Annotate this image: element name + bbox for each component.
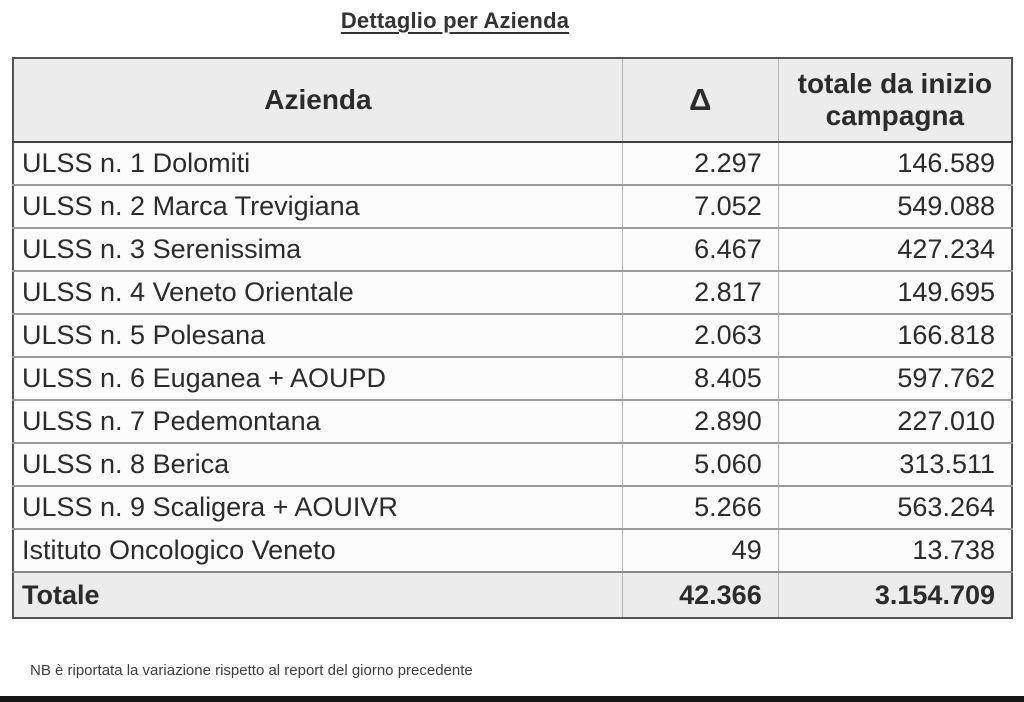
cell-delta: 8.405 [621,356,779,401]
cell-totale: 313.511 [777,442,1013,487]
cell-azienda: ULSS n. 9 Scaligera + AOUIVR [12,485,623,530]
cell-azienda: ULSS n. 2 Marca Trevigiana [12,184,623,229]
footnote: NB è riportata la variazione rispetto al… [30,662,473,679]
table-row: ULSS n. 6 Euganea + AOUPD 8.405 597.762 [12,356,1013,401]
table-total-row: Totale 42.366 3.154.709 [12,571,1013,619]
table-row: ULSS n. 2 Marca Trevigiana 7.052 549.088 [12,184,1013,229]
cell-delta: 2.297 [621,141,779,186]
table-row: ULSS n. 8 Berica 5.060 313.511 [12,442,1013,487]
total-row-totale: 3.154.709 [777,571,1013,619]
column-header-totale: totale da inizio campagna [777,57,1013,143]
cell-totale: 146.589 [777,141,1013,186]
table-row: ULSS n. 4 Veneto Orientale 2.817 149.695 [12,270,1013,315]
cell-totale: 563.264 [777,485,1013,530]
cell-totale: 13.738 [777,528,1013,573]
bottom-border-line [0,696,1024,702]
cell-azienda: ULSS n. 6 Euganea + AOUPD [12,356,623,401]
table-row: ULSS n. 5 Polesana 2.063 166.818 [12,313,1013,358]
cell-totale: 597.762 [777,356,1013,401]
column-header-azienda: Azienda [12,57,623,143]
cell-totale: 427.234 [777,227,1013,272]
cell-delta: 5.060 [621,442,779,487]
table-row: Istituto Oncologico Veneto 49 13.738 [12,528,1013,573]
table-header-row: Azienda Δ totale da inizio campagna [12,57,1013,143]
cell-azienda: ULSS n. 5 Polesana [12,313,623,358]
table-row: ULSS n. 7 Pedemontana 2.890 227.010 [12,399,1013,444]
cell-azienda: ULSS n. 3 Serenissima [12,227,623,272]
table-row: ULSS n. 9 Scaligera + AOUIVR 5.266 563.264 [12,485,1013,530]
cell-totale: 166.818 [777,313,1013,358]
cell-delta: 49 [621,528,779,573]
cell-totale: 227.010 [777,399,1013,444]
cell-azienda: Istituto Oncologico Veneto [12,528,623,573]
table-row: ULSS n. 1 Dolomiti 2.297 146.589 [12,141,1013,186]
cell-delta: 2.063 [621,313,779,358]
cell-totale: 549.088 [777,184,1013,229]
total-row-delta: 42.366 [621,571,779,619]
cell-totale: 149.695 [777,270,1013,315]
table-row: ULSS n. 3 Serenissima 6.467 427.234 [12,227,1013,272]
azienda-table: Azienda Δ totale da inizio campagna ULSS… [12,57,1013,619]
cell-azienda: ULSS n. 1 Dolomiti [12,141,623,186]
cell-delta: 2.817 [621,270,779,315]
page-title: Dettaglio per Azienda [340,8,570,33]
cell-delta: 5.266 [621,485,779,530]
cell-azienda: ULSS n. 7 Pedemontana [12,399,623,444]
cell-azienda: ULSS n. 8 Berica [12,442,623,487]
total-row-label: Totale [12,571,623,619]
column-header-delta: Δ [621,57,779,143]
cell-delta: 2.890 [621,399,779,444]
cell-delta: 7.052 [621,184,779,229]
cell-azienda: ULSS n. 4 Veneto Orientale [12,270,623,315]
cell-delta: 6.467 [621,227,779,272]
